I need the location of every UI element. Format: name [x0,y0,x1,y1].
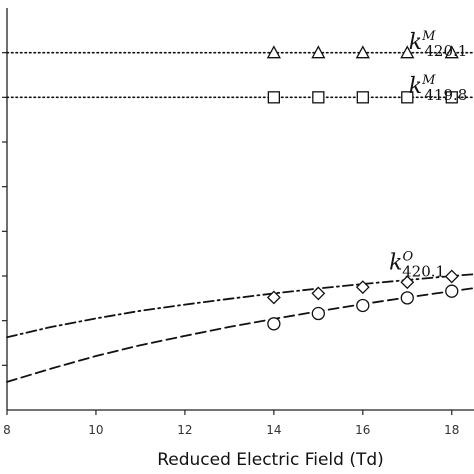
series-2-diamond-marker [444,269,459,284]
annotation-superscript: M [421,73,436,88]
x-axis-title: Reduced Electric Field (Td) [157,450,384,470]
annotation-1: kM 419.8 [409,73,468,104]
series-0-triangle-marker [444,45,459,59]
x-tick-label: 12 [177,423,192,437]
series-0-triangle-marker [355,45,370,59]
annotation-0: kM 420.1 [409,29,468,60]
series-3-line [6,287,474,383]
series-3-circle-marker [267,317,281,331]
series-1-square-marker [312,91,325,104]
annotation-main: k [409,74,422,99]
series-2-line [6,273,474,339]
series-2-diamond-marker [311,286,326,301]
series-1-square-marker [356,91,369,104]
x-tick-label: 18 [444,423,459,437]
series-1-square-marker [445,91,458,104]
series-3-circle-marker [400,291,414,305]
series-0-triangle-marker [311,45,326,59]
annotation-2: kO 420.1 [389,249,445,280]
series-0-triangle-marker [266,45,281,59]
annotation-subscript: 420.1 [424,42,467,60]
series-2-diamond-marker [400,275,415,290]
annotation-subscript: 419.8 [424,86,467,104]
annotation-main: k [389,250,402,275]
x-tick-label: 14 [266,423,281,437]
series-2-diamond-marker [355,280,370,295]
series-3-circle-marker [311,306,325,321]
series-1-square-marker [401,91,414,104]
series-3-circle-marker [445,284,459,298]
series-0-triangle-marker [400,45,415,59]
annotation-main: k [409,30,422,55]
annotation-subscript: 420.1 [402,262,445,280]
x-tick-label: 10 [88,423,103,437]
series-2-diamond-marker [266,290,281,305]
series-1-square-marker [267,91,281,104]
series-3-circle-marker [356,298,370,313]
x-tick-label: 16 [355,423,370,437]
annotation-superscript: M [421,29,436,44]
annotation-superscript: O [402,249,413,264]
x-tick-label: 8 [3,423,11,437]
